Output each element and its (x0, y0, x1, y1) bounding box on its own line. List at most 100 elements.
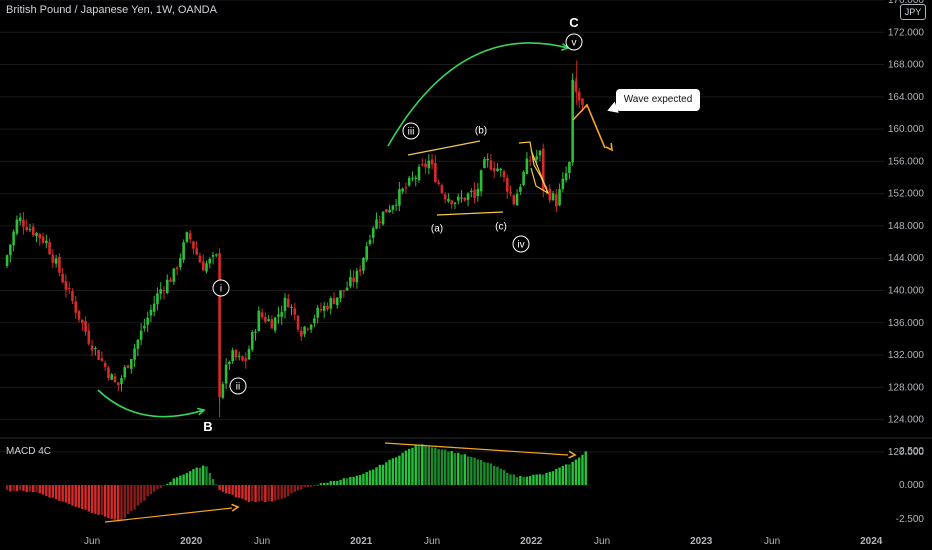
candle-body (165, 279, 169, 293)
candle-body (352, 277, 355, 282)
macd-bar (192, 469, 195, 485)
price-tick-label: 120.000 (888, 447, 925, 458)
currency-badge[interactable]: JPY (900, 4, 926, 20)
candle-body (185, 232, 189, 242)
candle-body (139, 330, 143, 340)
macd-bar (443, 449, 447, 485)
candle-body (525, 158, 529, 174)
macd-bar (394, 457, 398, 485)
candle-body (143, 325, 146, 329)
candle-body (365, 246, 368, 260)
macd-bar (571, 461, 574, 485)
macd-divergence-lower (104, 507, 233, 523)
macd-bar (316, 484, 319, 486)
macd-bar (208, 472, 211, 485)
macd-bar (466, 456, 470, 485)
macd-bar (241, 485, 244, 499)
candle-body (479, 170, 483, 192)
candle-body (169, 279, 172, 282)
wave-label: i (220, 284, 222, 295)
macd-bar (254, 485, 257, 502)
candle-body (77, 310, 81, 320)
wave-label: (a) (431, 224, 443, 235)
macd-bar (175, 477, 179, 485)
macd-bar (421, 444, 424, 485)
candle-body (28, 229, 32, 231)
candle-body (58, 256, 61, 273)
candle-body (218, 253, 221, 398)
candle-body (505, 177, 509, 192)
macd-bar (123, 485, 126, 518)
macd-bar (545, 473, 548, 485)
wave-label: C (569, 15, 579, 30)
macd-divergence-upper-head (568, 450, 577, 459)
candle-body (179, 258, 182, 268)
candle-body (25, 226, 28, 231)
macd-bar (564, 464, 568, 485)
macd-bar (528, 476, 532, 485)
wedge-lines (518, 141, 550, 195)
macd-bar (90, 485, 94, 514)
macd-bar (509, 474, 512, 485)
macd-bar (519, 476, 522, 485)
candle-body (149, 309, 153, 316)
candle-body (447, 198, 450, 202)
price-tick-label: 148.000 (888, 221, 925, 232)
macd-tick-label: -2.500 (896, 514, 925, 525)
candle-body (407, 177, 411, 186)
candle-body (470, 190, 473, 192)
candle-body (309, 324, 313, 330)
macd-bar (486, 462, 489, 485)
macd-bar (71, 485, 74, 506)
macd-bar (447, 451, 450, 485)
candle-body (74, 301, 78, 313)
macd-bar (463, 454, 466, 485)
macd-bar (434, 447, 437, 485)
candle-body (519, 186, 522, 192)
candle-body (300, 330, 303, 337)
candle-body (61, 273, 64, 283)
macd-bar (365, 472, 368, 485)
wave-label-circle (402, 122, 420, 140)
macd-divergence-upper (384, 442, 569, 456)
wave-label-circle (229, 377, 247, 395)
date-tick-label: 2022 (520, 536, 543, 547)
macd-bar (139, 485, 143, 503)
macd-bar (231, 485, 234, 495)
macd-bar (332, 480, 336, 485)
candle-body (120, 378, 123, 384)
candle-body (358, 269, 362, 272)
candle-body (175, 267, 179, 270)
candle-body (391, 205, 395, 210)
macd-bar (417, 444, 421, 485)
candle-body (64, 281, 68, 290)
macd-bar (381, 464, 385, 485)
candle-body (296, 315, 300, 330)
wave-label: (b) (475, 126, 487, 137)
macd-bar (368, 470, 372, 485)
macd-bar (130, 485, 133, 512)
candle-body (100, 358, 104, 361)
macd-bar (81, 485, 84, 510)
date-tick-label: 2020 (180, 536, 203, 547)
candle-body (571, 80, 574, 163)
candle-body (306, 328, 310, 330)
candle-body (417, 166, 421, 181)
candle-body (31, 226, 35, 236)
macd-bar (41, 485, 45, 495)
wave-label: iv (517, 240, 524, 251)
macd-bar (218, 485, 221, 491)
candle-body (574, 81, 578, 92)
macd-bar (162, 485, 166, 486)
macd-bar (35, 485, 38, 493)
candle-body (385, 209, 388, 213)
macd-bar (352, 476, 355, 485)
candle-body (476, 188, 480, 197)
candle-body (198, 255, 202, 263)
candle-body (404, 187, 408, 189)
wave-label: iii (408, 127, 415, 138)
macd-bar (414, 444, 417, 485)
candle-body (211, 255, 215, 257)
macd-bar (244, 485, 247, 501)
